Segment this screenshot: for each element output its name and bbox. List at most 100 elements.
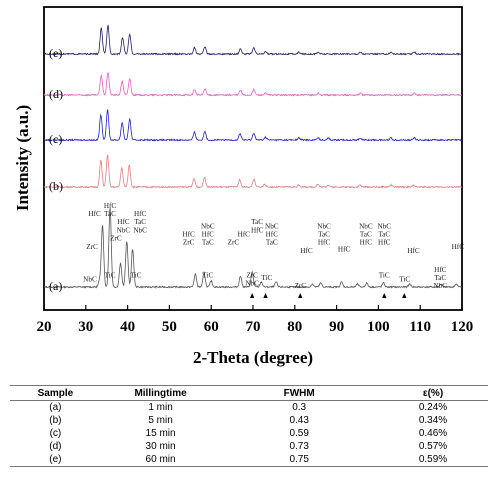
peak-label: TaC <box>202 239 214 247</box>
peak-label: NbC <box>201 222 215 230</box>
peak-label: NbC <box>317 222 331 230</box>
x-tick-label: 110 <box>409 319 431 335</box>
peak-marker <box>249 293 255 298</box>
peak-label: TaC <box>318 231 330 239</box>
peak-label: ZrC <box>228 239 240 247</box>
peak-label: TaC <box>251 218 263 226</box>
col-header-strain: ε(%) <box>378 385 488 401</box>
peak-label: HfC <box>434 266 447 274</box>
x-tick-label: 100 <box>367 319 390 335</box>
peak-label: ZrC <box>86 243 98 251</box>
peak-label: TiC <box>399 276 410 284</box>
x-tick-label: 120 <box>451 319 474 335</box>
series-label: (d) <box>49 87 63 101</box>
col-header-millingtime: Millingtime <box>100 385 221 401</box>
peak-label: ZrC <box>183 239 195 247</box>
peak-label: NbC <box>117 226 131 234</box>
peak-marker <box>263 293 268 298</box>
peak-label: NbC <box>359 222 373 230</box>
cell-millingtime: 30 min <box>145 441 176 452</box>
peak-label: NbC <box>265 222 279 230</box>
peak-label: ZrC <box>294 282 306 290</box>
cell-fwhm: 0.75 <box>220 453 379 467</box>
peak-marker <box>382 293 387 298</box>
peak-label: TaC <box>266 239 278 247</box>
x-tick-label: 20 <box>37 319 52 335</box>
cell-fwhm: 0.73 <box>289 441 309 452</box>
peak-label: HfC <box>407 247 420 255</box>
peak-label: HfC <box>300 247 313 255</box>
table-row: (a) 1 min 0.3 0.24% <box>10 401 488 415</box>
peak-label: HfC <box>378 239 391 247</box>
peak-label: TiC <box>379 272 390 280</box>
cell-strain: 0.46% <box>418 428 448 439</box>
peak-label: TiC <box>261 274 272 282</box>
xrd-chart: (a)(b)(c)(d)(e) HfCHfCTaCZrCZrCHfCNbCHfC… <box>13 6 474 367</box>
cell-sample: (c) <box>49 428 62 439</box>
peak-label: NbC <box>377 222 391 230</box>
x-tick-label: 50 <box>162 319 177 335</box>
peak-label: ZrC <box>110 235 122 243</box>
cell-sample: (a) <box>49 402 62 413</box>
peak-label: HfC <box>452 243 465 251</box>
cell-strain: 0.34% <box>418 415 448 426</box>
cell-sample: (e) <box>10 453 101 467</box>
peak-label: HfC <box>238 231 251 239</box>
fwhm-table: Sample Millingtime FWHM ε(%) (a) 1 min 0… <box>10 385 488 467</box>
series-label: (a) <box>49 279 62 293</box>
table-row: (d) 30 min 0.73 0.57% <box>10 440 488 453</box>
series-group: (a) (b) (c) (d) (e) <box>43 24 463 293</box>
series-line-e <box>43 24 463 56</box>
peak-label: NbC <box>133 226 147 234</box>
x-tick-label: 90 <box>329 319 344 335</box>
table-row: (c) 15 min 0.59 0.46% <box>10 427 488 440</box>
peak-label: TaC <box>104 210 116 218</box>
table-row: (b) 5 min 0.43 0.34% <box>10 414 488 427</box>
peak-label: TaC <box>134 218 146 226</box>
cell-strain: 0.59% <box>378 453 488 467</box>
col-header-fwhm: FWHM <box>220 385 379 401</box>
peak-label: HfC <box>202 231 215 239</box>
peak-label: TaC <box>378 231 390 239</box>
peak-label: TaC <box>434 274 446 282</box>
peak-label: TaC <box>360 231 372 239</box>
peak-label: HfC <box>182 231 195 239</box>
cell-fwhm: 0.3 <box>292 402 307 413</box>
peak-label: NbC <box>433 282 447 290</box>
table-header-row: Sample Millingtime FWHM ε(%) <box>10 385 488 401</box>
series-line-c <box>43 109 462 142</box>
cell-sample: (d) <box>49 441 62 452</box>
peak-label: NbC <box>83 276 97 284</box>
cell-fwhm: 0.59 <box>289 428 309 439</box>
x-axis-ticks: 20 30 40 50 60 70 80 90 100 110 120 <box>37 305 474 335</box>
peak-label: NbC <box>245 280 259 288</box>
peak-label: TiC <box>130 272 141 280</box>
peak-label: HfC <box>338 245 351 253</box>
x-tick-label: 60 <box>204 319 219 335</box>
cell-strain: 0.57% <box>418 441 448 452</box>
cell-millingtime: 5 min <box>148 415 173 426</box>
cell-strain: 0.24% <box>418 402 448 413</box>
series-label: (b) <box>49 179 63 193</box>
peak-label: HfC <box>360 239 373 247</box>
series-label: (e) <box>49 46 62 60</box>
x-tick-label: 40 <box>120 319 135 335</box>
col-header-sample: Sample <box>10 385 101 401</box>
x-tick-label: 30 <box>78 319 93 335</box>
table-row: (e) 60 min 0.75 0.59% <box>10 453 488 467</box>
peak-label: HfC <box>266 231 279 239</box>
cell-sample: (b) <box>49 415 62 426</box>
peak-label: HfC <box>318 239 331 247</box>
x-axis-title: 2-Theta (degree) <box>193 348 313 367</box>
peak-label: HfC <box>251 226 264 234</box>
cell-millingtime: 15 min <box>145 428 176 439</box>
peak-label: HfC <box>117 218 130 226</box>
series-line-d <box>43 72 463 97</box>
peak-label: HfC <box>88 210 101 218</box>
peak-marker <box>402 293 407 298</box>
peak-label: TiC <box>105 272 116 280</box>
peak-label: HfC <box>134 210 147 218</box>
peak-label: ZrC <box>246 272 258 280</box>
cell-fwhm: 0.43 <box>289 415 309 426</box>
